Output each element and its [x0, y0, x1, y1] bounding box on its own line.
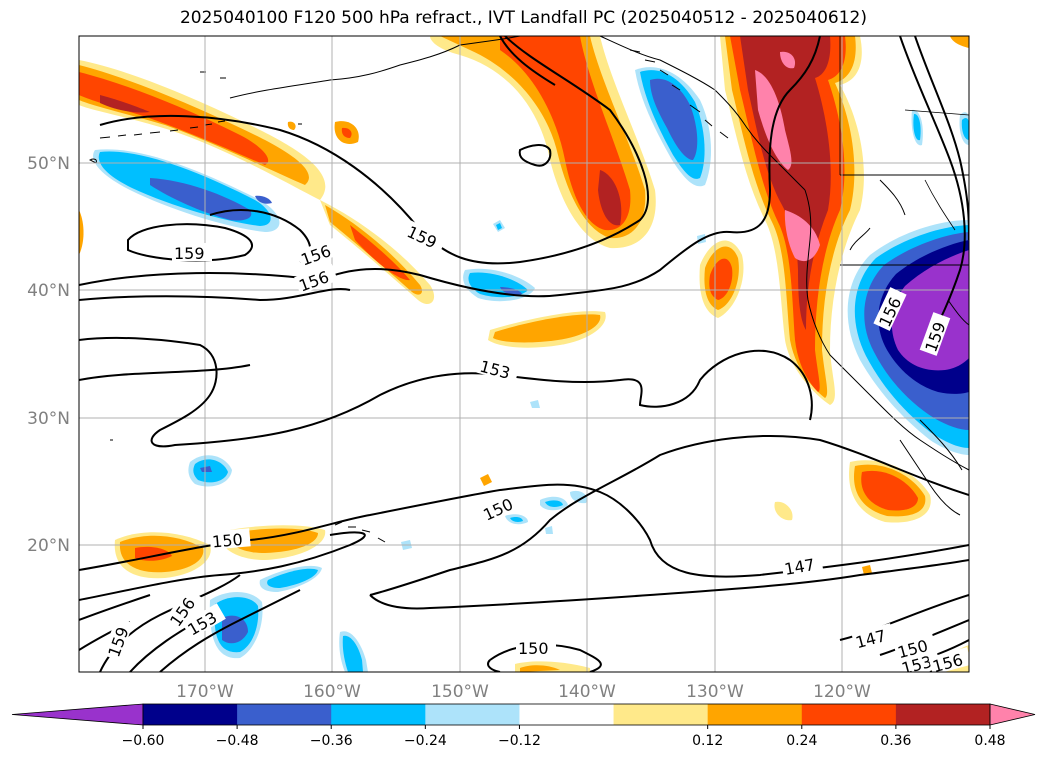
contour-label: 156	[931, 650, 965, 676]
lat-axis-labels: 50°N 40°N 30°N 20°N	[27, 154, 70, 556]
colorbar-extend-high	[989, 703, 1036, 726]
lon-label: 130°W	[686, 682, 744, 702]
political-borders	[839, 36, 969, 231]
colorbar-tick-label: 0.24	[786, 733, 817, 749]
colorbar-extend-low	[11, 703, 144, 726]
coastlines	[89, 36, 969, 543]
lon-label: 140°W	[558, 682, 616, 702]
lon-label: 160°W	[303, 682, 361, 702]
colorbar-tick-label: 0.36	[880, 733, 911, 749]
lon-label: 150°W	[431, 682, 489, 702]
lat-label: 30°N	[27, 409, 70, 429]
lat-label: 50°N	[27, 154, 70, 174]
colorbar-frame	[142, 703, 991, 726]
colorbar-segment	[801, 704, 897, 725]
colorbar-tick-label: 0.48	[974, 733, 1005, 749]
colorbar-segment	[425, 704, 520, 725]
colorbar-tick-label: −0.36	[310, 733, 353, 749]
colorbar-segment	[143, 704, 238, 725]
colorbar-tick-label: 0.12	[692, 733, 723, 749]
lon-label: 170°W	[176, 682, 234, 702]
lat-label: 20°N	[27, 536, 70, 556]
plot-frame	[78, 35, 970, 673]
colorbar-segment	[707, 704, 803, 725]
colorbar-tick-label: −0.12	[498, 733, 541, 749]
gridlines	[79, 36, 969, 672]
colorbar-tick-label: −0.24	[404, 733, 447, 749]
colorbar-tick-label: −0.48	[216, 733, 259, 749]
colorbar-segment	[331, 704, 426, 725]
lat-label: 40°N	[27, 281, 70, 301]
positive-anomaly-regions	[79, 36, 969, 672]
contour-label: 150	[211, 530, 243, 552]
contour-label: 159	[174, 244, 205, 263]
lon-label: 120°W	[813, 682, 871, 702]
lon-axis-labels: 170°W 160°W 150°W 140°W 130°W 120°W	[176, 682, 871, 702]
colorbar-segment	[613, 704, 709, 725]
colorbar-segment	[519, 704, 615, 725]
negative-anomaly-regions	[93, 67, 969, 672]
colorbar-segment	[895, 704, 991, 725]
map-title: 2025040100 F120 500 hPa refract., IVT La…	[179, 8, 867, 28]
colorbar-tick-label: −0.60	[122, 733, 165, 749]
contour-label: 153	[900, 652, 934, 678]
contour-label: 150	[518, 639, 549, 658]
colorbar: −0.60 −0.48 −0.36 −0.24 −0.12 0.12 0.24 0.36 0.4…	[11, 703, 1036, 749]
colorbar-segment	[237, 704, 332, 725]
